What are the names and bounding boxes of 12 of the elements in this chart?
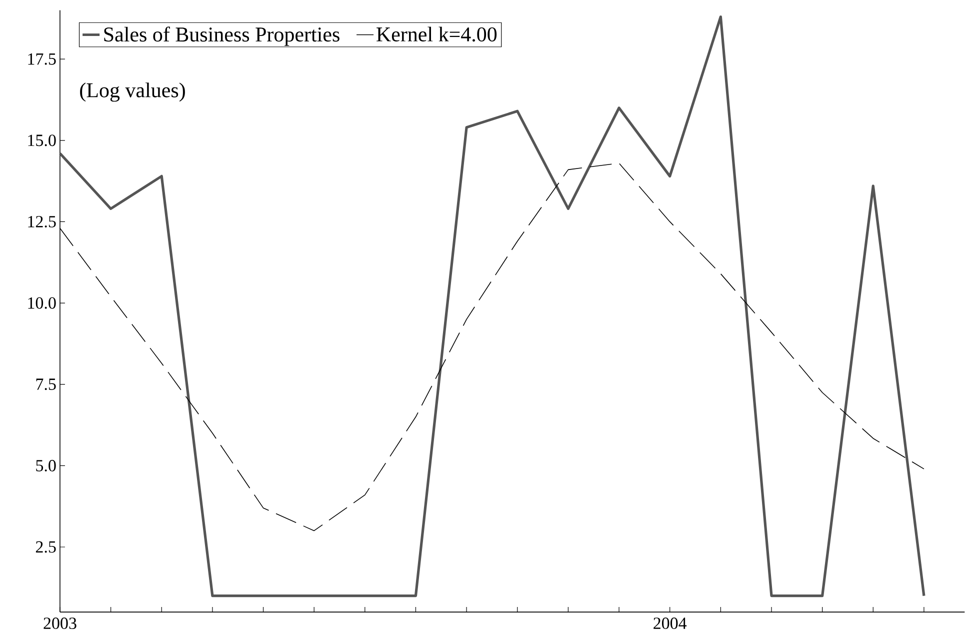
y-tick-label: 17.5 bbox=[28, 53, 56, 65]
y-tick-label: 10.0 bbox=[28, 297, 56, 309]
x-tick-label: 2004 bbox=[654, 618, 687, 630]
x-tick-label: 2003 bbox=[44, 618, 76, 630]
y-tick-label: 7.5 bbox=[36, 378, 56, 390]
legend-label: Sales of Business Properties bbox=[104, 26, 340, 46]
y-tick-label: 15.0 bbox=[28, 134, 56, 146]
y-tick-label: 2.5 bbox=[36, 541, 56, 553]
y-tick-label: 12.5 bbox=[28, 216, 56, 228]
annotation: (Log values) bbox=[80, 82, 185, 102]
y-tick-label: 5.0 bbox=[36, 460, 56, 472]
legend-label: Kernel k=4.00 bbox=[376, 26, 497, 42]
